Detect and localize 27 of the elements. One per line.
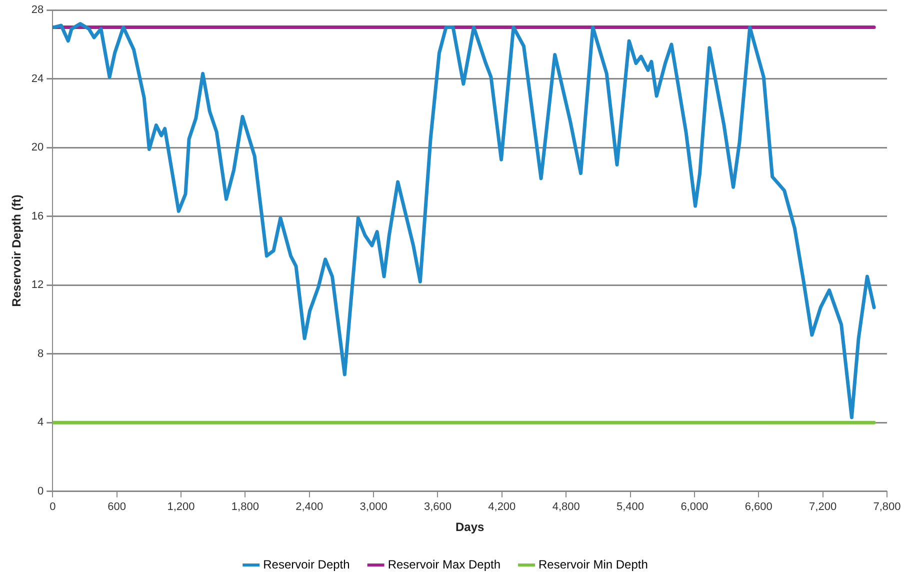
legend-label: Reservoir Max Depth [388, 557, 501, 572]
y-tick-label: 28 [31, 4, 44, 16]
x-tick-label: 7,200 [809, 501, 837, 514]
y-tick-label: 20 [31, 142, 44, 154]
legend-label: Reservoir Depth [263, 557, 350, 572]
x-axis-title: Days [455, 520, 484, 534]
x-tick-label: 4,800 [552, 501, 580, 514]
x-tick-label: 6,600 [744, 501, 772, 514]
x-tick-label: 1,200 [167, 501, 195, 514]
x-tick-label: 3,600 [424, 501, 452, 514]
x-tick-label: 6,000 [680, 501, 708, 514]
y-axis-title: Reservoir Depth (ft) [10, 194, 24, 307]
y-tick-label: 8 [38, 348, 44, 360]
x-tick-label: 1,800 [231, 501, 259, 514]
legend-label: Reservoir Min Depth [538, 557, 648, 572]
x-tick-label: 0 [50, 501, 56, 514]
y-tick-label: 12 [31, 279, 44, 292]
y-tick-label: 24 [31, 72, 44, 85]
x-tick-label: 3,000 [360, 501, 388, 514]
y-tick-label: 4 [38, 416, 44, 429]
x-tick-label: 600 [108, 501, 126, 514]
x-tick-label: 2,400 [296, 501, 324, 514]
x-tick-label: 4,200 [488, 501, 516, 514]
x-tick-label: 5,400 [616, 501, 644, 514]
y-tick-label: 16 [31, 210, 44, 222]
y-tick-label: 0 [38, 485, 44, 498]
x-tick-label: 7,800 [873, 501, 901, 514]
